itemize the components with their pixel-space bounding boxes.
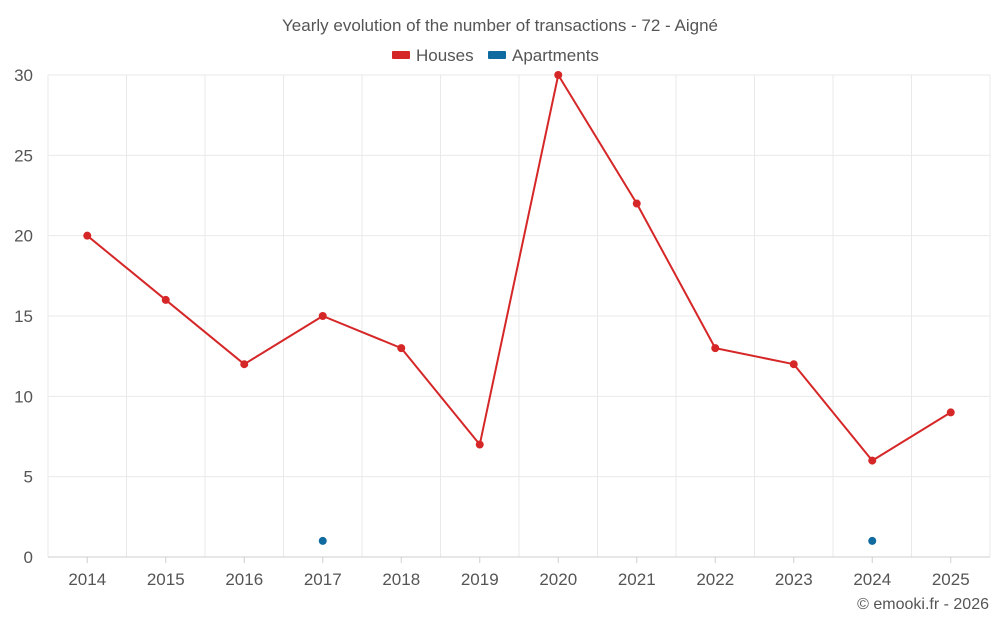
data-point-houses[interactable] bbox=[554, 71, 563, 79]
x-tick-label: 2014 bbox=[68, 570, 106, 589]
x-tick-label: 2018 bbox=[382, 570, 420, 589]
legend[interactable]: Houses Apartments bbox=[392, 46, 599, 65]
data-point-houses[interactable] bbox=[868, 456, 877, 465]
x-axis: 2014 2015 2016 2017 2018 2019 2020 2021 2022 2023… bbox=[68, 557, 970, 589]
series-houses bbox=[83, 71, 955, 465]
y-tick-label: 20 bbox=[14, 227, 33, 246]
y-tick-label: 0 bbox=[24, 548, 33, 567]
x-tick-label: 2016 bbox=[225, 570, 263, 589]
plot-area bbox=[83, 71, 955, 545]
y-axis: 0 5 10 15 20 25 30 bbox=[14, 66, 33, 567]
y-tick-label: 30 bbox=[14, 66, 33, 85]
series-apartments bbox=[318, 536, 877, 545]
data-point-houses[interactable] bbox=[632, 199, 641, 208]
legend-swatch-houses bbox=[392, 51, 410, 59]
x-tick-label: 2019 bbox=[461, 570, 499, 589]
x-tick-label: 2017 bbox=[304, 570, 342, 589]
x-tick-label: 2023 bbox=[775, 570, 813, 589]
data-point-houses[interactable] bbox=[397, 344, 406, 353]
x-tick-label: 2021 bbox=[618, 570, 656, 589]
series-line-houses bbox=[86, 74, 952, 462]
x-tick-label: 2015 bbox=[147, 570, 185, 589]
legend-label-houses: Houses bbox=[416, 46, 474, 65]
data-point-apartments[interactable] bbox=[318, 536, 327, 545]
legend-item-apartments[interactable]: Apartments bbox=[488, 46, 599, 65]
chart-title: Yearly evolution of the number of transa… bbox=[282, 16, 718, 35]
data-point-houses[interactable] bbox=[475, 440, 484, 449]
legend-item-houses[interactable]: Houses bbox=[392, 46, 474, 65]
data-point-houses[interactable] bbox=[83, 231, 92, 240]
data-point-houses[interactable] bbox=[789, 360, 798, 369]
data-point-houses[interactable] bbox=[711, 344, 720, 353]
y-tick-label: 10 bbox=[14, 387, 33, 406]
legend-label-apartments: Apartments bbox=[512, 46, 599, 65]
legend-swatch-apartments bbox=[488, 51, 506, 59]
credit-text: © emooki.fr - 2026 bbox=[857, 596, 989, 613]
data-point-houses[interactable] bbox=[318, 312, 327, 320]
data-point-houses[interactable] bbox=[161, 295, 170, 304]
x-tick-label: 2024 bbox=[853, 570, 891, 589]
y-tick-label: 25 bbox=[14, 146, 33, 165]
x-tick-label: 2025 bbox=[932, 570, 970, 589]
x-tick-label: 2020 bbox=[539, 570, 577, 589]
y-tick-label: 5 bbox=[24, 468, 33, 487]
data-point-houses[interactable] bbox=[240, 360, 249, 369]
y-tick-label: 15 bbox=[14, 307, 33, 326]
data-point-apartments[interactable] bbox=[868, 536, 877, 545]
grid bbox=[47, 74, 991, 558]
data-point-houses[interactable] bbox=[946, 408, 955, 417]
x-tick-label: 2022 bbox=[696, 570, 734, 589]
